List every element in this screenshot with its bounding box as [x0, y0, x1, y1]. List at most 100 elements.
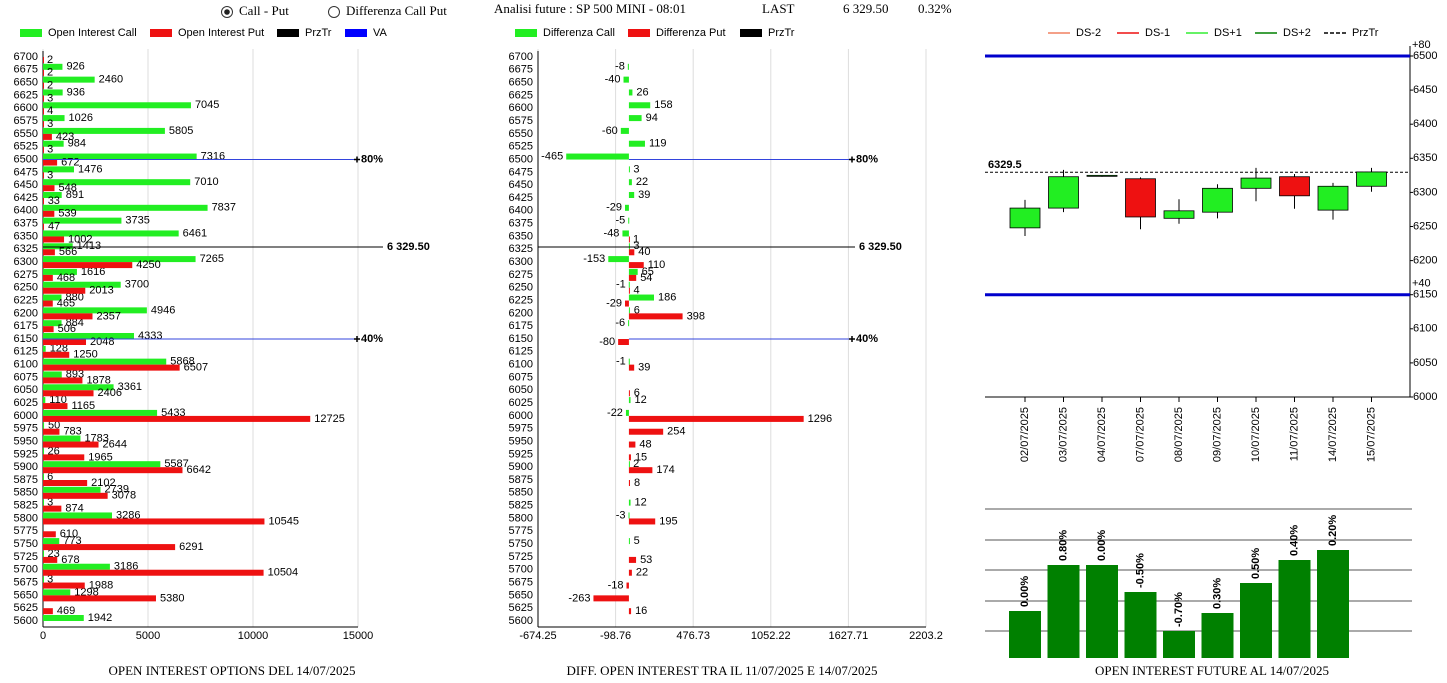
y-tick-label: 5850	[14, 487, 38, 499]
bar-value-label: 5805	[169, 125, 193, 137]
x-tick-label: 1052.22	[751, 630, 791, 642]
bar-value-label: 48	[639, 438, 651, 450]
y-tick-label: 6125	[14, 346, 38, 358]
bar	[628, 268, 638, 275]
bar-value-label: -1	[616, 356, 626, 368]
bar-value-label: 3	[47, 573, 53, 585]
bar-value-label: -80	[599, 336, 615, 348]
bar-value-label: 5587	[164, 458, 188, 470]
bar	[628, 499, 631, 506]
y-tick-label: 6175	[14, 320, 38, 332]
y-tick-label: 6350	[14, 230, 38, 242]
bar-value-label: 94	[646, 112, 658, 124]
bar-value-label: 3735	[125, 215, 149, 227]
y-tick-label: 6675	[509, 64, 533, 76]
bar	[628, 281, 630, 288]
legend-label: Open Interest Put	[178, 27, 264, 39]
y-tick-label: 6325	[509, 243, 533, 255]
bar	[43, 608, 53, 615]
bar	[628, 415, 804, 422]
bar	[628, 390, 630, 397]
legend-swatch	[150, 29, 172, 37]
bar	[628, 307, 630, 314]
y-tick-label: 6300	[1413, 186, 1437, 198]
chart-title: OPEN INTEREST OPTIONS DEL 14/07/2025	[109, 663, 356, 678]
chart-title: DIFF. OPEN INTEREST TRA IL 11/07/2025 E …	[567, 663, 878, 678]
bar	[43, 133, 52, 140]
bar-value-label: -40	[605, 74, 621, 86]
bar	[43, 82, 44, 89]
bar	[43, 115, 65, 122]
y-tick-label: 6525	[509, 141, 533, 153]
bar-value-label: 468	[57, 272, 75, 284]
bar	[628, 538, 630, 545]
bar-value-label: 773	[63, 535, 81, 547]
bar-value-label: -153	[583, 253, 605, 265]
y-tick-label: 5925	[509, 448, 533, 460]
bar-value-label: 6	[47, 471, 53, 483]
legend-label: PrzTr	[1352, 27, 1379, 39]
bar-value-label: 1002	[68, 233, 92, 245]
y-tick-label: 6425	[509, 192, 533, 204]
bar	[43, 268, 77, 275]
bar	[43, 153, 197, 160]
y-tick-label: 6025	[14, 397, 38, 409]
marker	[849, 156, 855, 163]
radio-label[interactable]: Differenza Call Put	[346, 3, 447, 18]
bar-value-label: 26	[48, 445, 60, 457]
y-tick-label: 6175	[509, 320, 533, 332]
bar-value-label: 926	[66, 61, 84, 73]
bar	[628, 313, 683, 320]
y-tick-label: 6075	[14, 371, 38, 383]
y-tick-label: 6675	[14, 64, 38, 76]
bar	[43, 582, 85, 589]
bar	[43, 333, 134, 339]
y-tick-label: 5950	[14, 435, 38, 447]
y-tick-label: 6425	[14, 192, 38, 204]
x-tick-label: 15000	[343, 630, 374, 642]
bar	[628, 192, 635, 198]
bar	[43, 140, 64, 147]
y-tick-label: 5750	[14, 538, 38, 550]
y-tick-label: 5700	[509, 564, 533, 576]
bar-value-label: 5	[634, 535, 640, 547]
bar	[628, 556, 637, 563]
x-tick-label: 11/07/2025	[1288, 407, 1300, 461]
y-tick-label: 6150	[1413, 289, 1437, 301]
y-tick-label: 5900	[509, 461, 533, 473]
bar	[43, 422, 45, 429]
bar	[43, 185, 55, 192]
y-tick-label: 5975	[14, 423, 38, 435]
x-tick-label: 02/07/2025	[1019, 407, 1031, 462]
bar-value-label: 119	[649, 138, 667, 150]
bar-label: 0.00%	[1096, 530, 1108, 561]
bar	[628, 115, 642, 122]
y-tick-label: 6250	[14, 282, 38, 294]
radio-label[interactable]: Call - Put	[239, 3, 289, 18]
bar-value-label: 3	[47, 144, 53, 156]
bar	[43, 531, 56, 538]
bar	[43, 518, 265, 525]
y-tick-label: 6025	[509, 397, 533, 409]
bar	[628, 441, 636, 448]
radio[interactable]	[328, 6, 340, 18]
bar	[43, 499, 44, 506]
bar-value-label: 672	[61, 156, 79, 168]
bar-value-label: 1942	[88, 612, 112, 624]
bar-value-label: 506	[58, 323, 76, 335]
y-tick-label: 6150	[509, 333, 533, 345]
y-tick-label: 6575	[14, 115, 38, 127]
candle-body	[1202, 187, 1233, 213]
bar	[43, 313, 93, 320]
bar	[628, 461, 630, 468]
legend-label: DS+1	[1214, 27, 1242, 39]
bar-value-label: 1783	[84, 432, 108, 444]
bar-value-label: 5380	[160, 592, 184, 604]
candle-body	[1279, 176, 1310, 197]
bar-label: 0.50%	[1250, 548, 1262, 579]
bar	[43, 230, 179, 237]
y-tick-label: 5600	[509, 615, 533, 627]
candle-body	[1125, 178, 1156, 218]
y-tick-label: 5875	[509, 474, 533, 486]
y-tick-label: 5875	[14, 474, 38, 486]
